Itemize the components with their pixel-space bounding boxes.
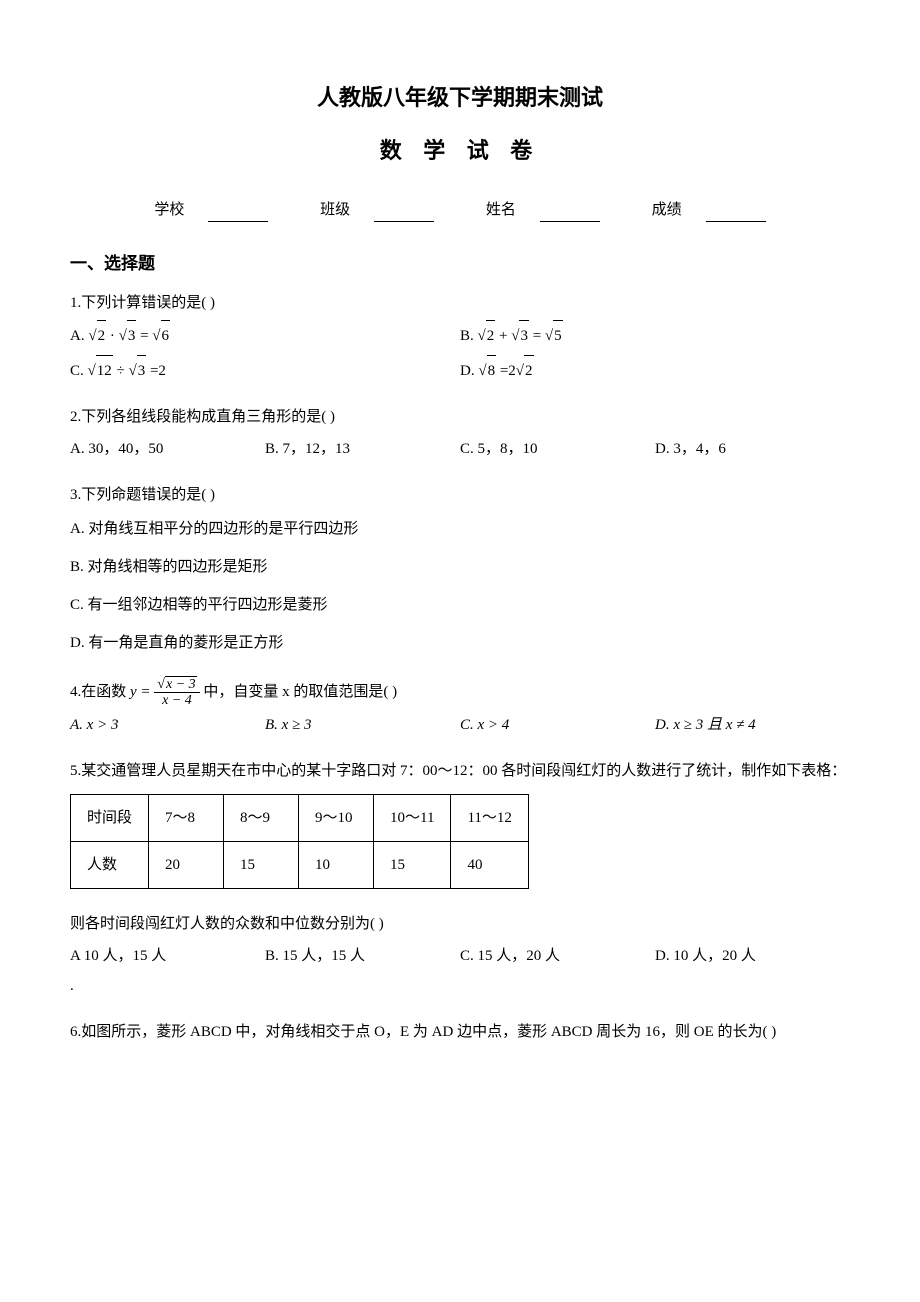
table-header: 时间段 <box>71 795 149 842</box>
q4-opt-a: A. x > 3 <box>70 708 265 742</box>
info-line: 学校 班级 姓名 成绩 <box>70 198 850 222</box>
q5-opt-d: D. 10 人，20 人 <box>655 939 850 1003</box>
table-cell: 15 <box>224 842 299 889</box>
q5-table: 时间段 7～8 8～9 9～10 10～11 11～12 人数 20 15 10… <box>70 794 529 889</box>
school-label: 学校 <box>154 202 184 218</box>
q3-opt-c: C. 有一组邻边相等的平行四边形是菱形 <box>70 586 850 624</box>
table-cell: 15 <box>374 842 451 889</box>
q4-opt-d: D. x ≥ 3 且 x ≠ 4 <box>655 708 850 742</box>
table-header: 10～11 <box>374 795 451 842</box>
main-title: 人教版八年级下学期期末测试 <box>70 80 850 115</box>
q5-opt-c: C. 15 人，20 人 <box>460 939 655 1003</box>
table-cell: 40 <box>451 842 528 889</box>
q1-opt-a: A. 2 · 3 = 6 <box>70 318 460 353</box>
name-label: 姓名 <box>486 202 516 218</box>
table-header: 11～12 <box>451 795 528 842</box>
q3-opt-a: A. 对角线互相平分的四边形的是平行四边形 <box>70 510 850 548</box>
q3-opt-b: B. 对角线相等的四边形是矩形 <box>70 548 850 586</box>
table-row: 时间段 7～8 8～9 9～10 10～11 11～12 <box>71 795 529 842</box>
question-4: 4.在函数 y = x − 3x − 4 中，自变量 x 的取值范围是( ) A… <box>70 676 850 743</box>
q4-stem: 4.在函数 y = x − 3x − 4 中，自变量 x 的取值范围是( ) <box>70 676 850 709</box>
section-title: 一、选择题 <box>70 250 850 277</box>
q5-stem: 5.某交通管理人员星期天在市中心的某十字路口对 7：00～12：00 各时间段闯… <box>70 756 850 786</box>
q2-opt-c: C. 5，8，10 <box>460 432 655 466</box>
table-header: 7～8 <box>149 795 224 842</box>
table-cell: 20 <box>149 842 224 889</box>
table-cell: 10 <box>299 842 374 889</box>
q5-stem2: 则各时间段闯红灯人数的众数和中位数分别为( ) <box>70 909 850 939</box>
q1-opt-c: C. 12 ÷ 3 =2 <box>70 353 460 388</box>
question-2: 2.下列各组线段能构成直角三角形的是( ) A. 30，40，50 B. 7，1… <box>70 402 850 466</box>
question-6: 6.如图所示，菱形 ABCD 中，对角线相交于点 O，E 为 AD 边中点，菱形… <box>70 1017 850 1047</box>
class-label: 班级 <box>320 202 350 218</box>
table-header: 9～10 <box>299 795 374 842</box>
q2-opt-d: D. 3，4，6 <box>655 432 850 466</box>
score-label: 成绩 <box>652 202 682 218</box>
question-1: 1.下列计算错误的是( ) A. 2 · 3 = 6 B. 2 + 3 = 5 … <box>70 288 850 388</box>
table-row: 人数 20 15 10 15 40 <box>71 842 529 889</box>
q4-opt-b: B. x ≥ 3 <box>265 708 460 742</box>
q5-opt-b: B. 15 人，15 人 <box>265 939 460 1003</box>
q2-opt-b: B. 7，12，13 <box>265 432 460 466</box>
question-5: 5.某交通管理人员星期天在市中心的某十字路口对 7：00～12：00 各时间段闯… <box>70 756 850 1003</box>
q2-opt-a: A. 30，40，50 <box>70 432 265 466</box>
question-3: 3.下列命题错误的是( ) A. 对角线互相平分的四边形的是平行四边形 B. 对… <box>70 480 850 662</box>
table-header: 8～9 <box>224 795 299 842</box>
q2-stem: 2.下列各组线段能构成直角三角形的是( ) <box>70 402 850 432</box>
table-cell: 人数 <box>71 842 149 889</box>
q1-stem: 1.下列计算错误的是( ) <box>70 288 850 318</box>
q6-stem: 6.如图所示，菱形 ABCD 中，对角线相交于点 O，E 为 AD 边中点，菱形… <box>70 1017 850 1047</box>
q1-opt-d: D. 8 =22 <box>460 353 850 388</box>
q3-opt-d: D. 有一角是直角的菱形是正方形 <box>70 624 850 662</box>
q3-stem: 3.下列命题错误的是( ) <box>70 480 850 510</box>
sub-title: 数 学 试 卷 <box>70 133 850 168</box>
q1-opt-b: B. 2 + 3 = 5 <box>460 318 850 353</box>
q4-opt-c: C. x > 4 <box>460 708 655 742</box>
q5-opt-a: A 10 人，15 人. <box>70 939 265 1003</box>
